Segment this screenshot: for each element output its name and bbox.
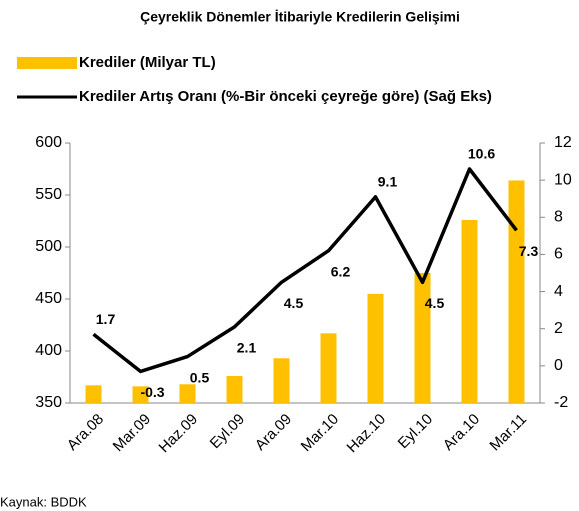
chart-title: Çeyreklik Dönemler İtibariyle Kredilerin…: [140, 9, 460, 25]
data-label: 4.5: [425, 295, 445, 311]
bar: [414, 273, 431, 403]
x-tick-label: Haz.09: [156, 411, 202, 457]
x-tick-label: Haz.10: [344, 411, 390, 457]
data-label: 2.1: [237, 340, 257, 356]
bar: [132, 386, 149, 403]
legend-label: Krediler Artış Oranı (%-Bir önceki çeyre…: [79, 88, 492, 105]
y2-tick-label: 2: [554, 320, 563, 337]
y2-tick-label: 0: [554, 357, 563, 374]
data-label: 1.7: [96, 311, 116, 327]
x-tick-label: Ara.10: [440, 411, 483, 454]
x-tick-label: Eyl.10: [395, 411, 437, 453]
data-label: 6.2: [331, 263, 351, 279]
y2-tick-label: -2: [554, 394, 568, 411]
data-label: 4.5: [284, 295, 304, 311]
y-tick-label: 600: [35, 134, 62, 151]
y-tick-label: 400: [35, 342, 62, 359]
bar: [273, 358, 290, 403]
legend-swatch: [17, 57, 77, 69]
data-label: 10.6: [468, 146, 495, 162]
data-label: 9.1: [378, 174, 398, 190]
bar: [320, 333, 337, 403]
x-tick-label: Mar.11: [486, 411, 530, 455]
bar: [367, 293, 384, 403]
x-tick-label: Mar.10: [298, 411, 342, 455]
bar: [461, 219, 478, 403]
bar: [85, 385, 102, 403]
y-tick-label: 500: [35, 238, 62, 255]
y2-tick-label: 6: [554, 246, 563, 263]
source: Kaynak: BDDK: [0, 494, 87, 509]
data-label: 0.5: [190, 369, 210, 385]
legend-label: Krediler (Milyar TL): [79, 54, 216, 71]
data-label: 7.3: [519, 243, 539, 259]
y-tick-label: 350: [35, 394, 62, 411]
x-tick-label: Ara.09: [252, 411, 295, 454]
y2-tick-label: 4: [554, 283, 563, 300]
y2-tick-label: 12: [554, 134, 572, 151]
y-tick-label: 550: [35, 186, 62, 203]
bar: [179, 384, 196, 403]
y2-tick-label: 10: [554, 171, 572, 188]
x-tick-label: Mar.09: [110, 411, 154, 455]
data-label: -0.3: [140, 384, 164, 400]
x-tick-label: Ara.08: [64, 411, 107, 454]
y-tick-label: 450: [35, 290, 62, 307]
line: [92, 167, 518, 374]
x-tick-label: Eyl.09: [207, 411, 249, 453]
y2-tick-label: 8: [554, 209, 563, 226]
bar: [226, 375, 243, 403]
bar: [508, 180, 525, 403]
